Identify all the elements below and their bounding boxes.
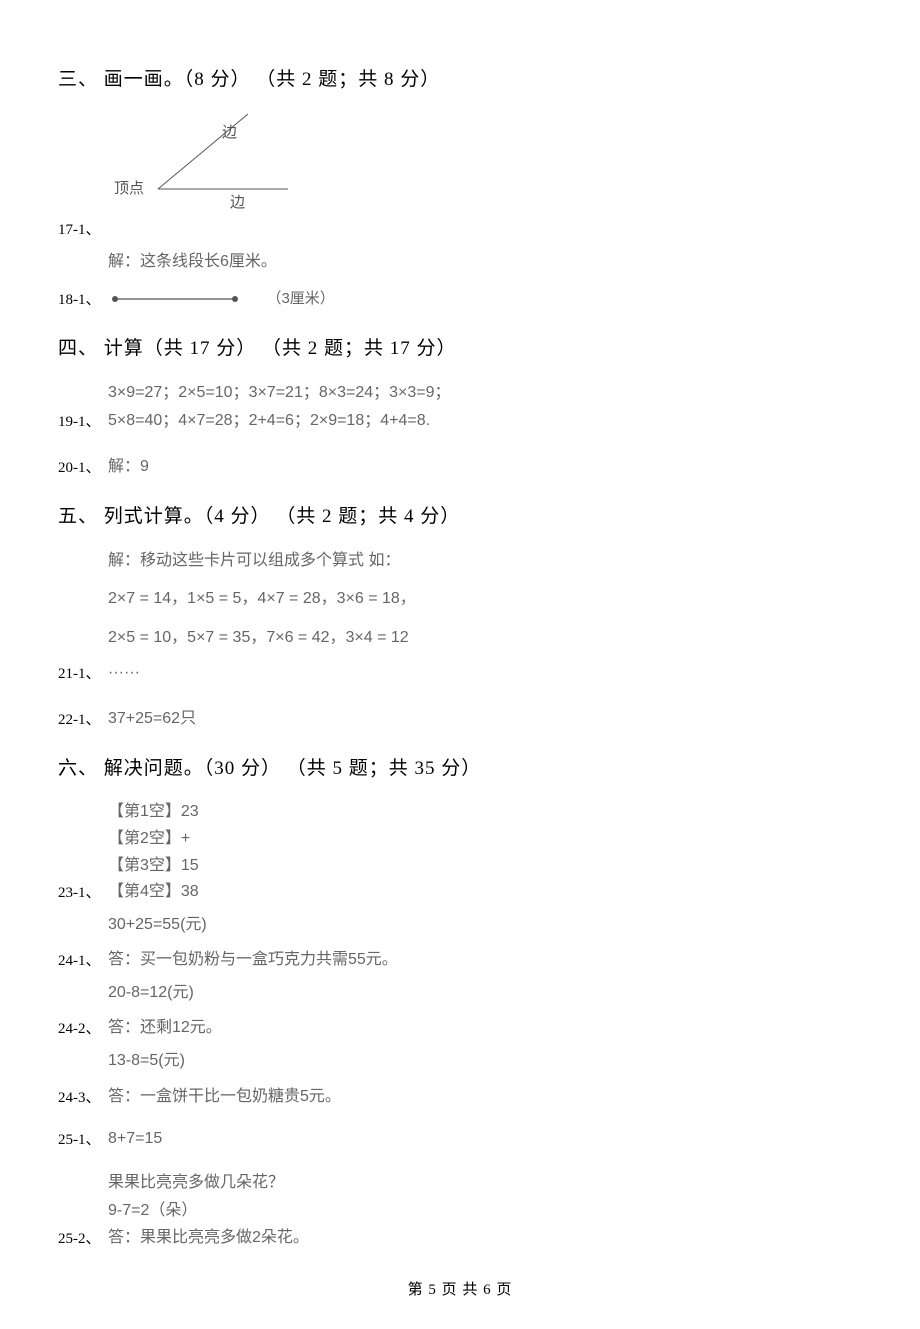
q22-answer: 37+25=62只	[108, 707, 862, 731]
q23-b3: 【第3空】15	[108, 852, 862, 879]
q18-num: 18-1、	[58, 288, 108, 311]
page-footer: 第 5 页 共 6 页	[58, 1278, 862, 1299]
q25-1-num: 25-1、	[58, 1128, 108, 1151]
q19-num: 19-1、	[58, 410, 108, 433]
q25-2-l1: 果果比亮亮多做几朵花？	[108, 1169, 862, 1198]
q25-2-l3: 答：果果比亮亮多做2朵花。	[108, 1226, 862, 1250]
q22-num: 22-1、	[58, 708, 108, 731]
side-label-1: 边	[222, 124, 237, 141]
q25-2-l2: 9-7=2（朵）	[108, 1197, 862, 1226]
q20-num: 20-1、	[58, 456, 108, 479]
q23-b2: 【第2空】+	[108, 825, 862, 852]
q17-answer: 解：这条线段长6厘米。	[108, 247, 862, 277]
q21-intro: 解：移动这些卡片可以组成多个算式 如：	[108, 546, 862, 576]
q24-3-ans: 答：一盒饼干比一包奶糖贵5元。	[108, 1085, 862, 1109]
q24-2-ans: 答：还剩12元。	[108, 1016, 862, 1040]
q23-b1: 【第1空】23	[108, 798, 862, 825]
q23-num: 23-1、	[58, 881, 108, 904]
q21-line2: 2×5 = 10，5×7 = 35，7×6 = 42，3×4 = 12	[108, 623, 862, 653]
q24-2-num: 24-2、	[58, 1017, 108, 1040]
q24-1-ans: 答：买一包奶粉与一盒巧克力共需55元。	[108, 948, 862, 972]
q24-1-num: 24-1、	[58, 949, 108, 972]
q21-line1: 2×7 = 14，1×5 = 5，4×7 = 28，3×6 = 18，	[108, 584, 862, 614]
q17-num: 17-1、	[58, 218, 108, 241]
section-3-title: 三、 画一画。（8 分） （共 2 题；共 8 分）	[58, 64, 862, 91]
q25-2-num: 25-2、	[58, 1227, 108, 1250]
q19-line1: 3×9=27；2×5=10；3×7=21；8×3=24；3×3=9；	[108, 378, 862, 408]
q23-b4: 【第4空】38	[108, 880, 862, 904]
q18-answer: （3厘米）	[108, 287, 862, 311]
q24-1-calc: 30+25=55(元)	[108, 910, 862, 940]
q24-3-calc: 13-8=5(元)	[108, 1046, 862, 1076]
segment-label: （3厘米）	[266, 290, 334, 307]
angle-diagram: 边 顶点 边	[108, 109, 308, 214]
q25-1-answer: 8+7=15	[108, 1127, 862, 1151]
section-6-title: 六、 解决问题。（30 分） （共 5 题；共 35 分）	[58, 753, 862, 780]
vertex-label: 顶点	[114, 180, 144, 197]
q21-num: 21-1、	[58, 662, 108, 685]
q19-line2: 5×8=40；4×7=28；2+4=6；2×9=18；4+4=8.	[108, 409, 862, 433]
q24-2-calc: 20-8=12(元)	[108, 978, 862, 1008]
section-5-title: 五、 列式计算。（4 分） （共 2 题；共 4 分）	[58, 501, 862, 528]
q24-3-num: 24-3、	[58, 1086, 108, 1109]
q20-answer: 解：9	[108, 455, 862, 479]
side-label-2: 边	[230, 194, 245, 211]
section-4-title: 四、 计算（共 17 分） （共 2 题；共 17 分）	[58, 333, 862, 360]
segment-diagram	[108, 292, 248, 306]
q21-tail: ······	[108, 661, 862, 685]
